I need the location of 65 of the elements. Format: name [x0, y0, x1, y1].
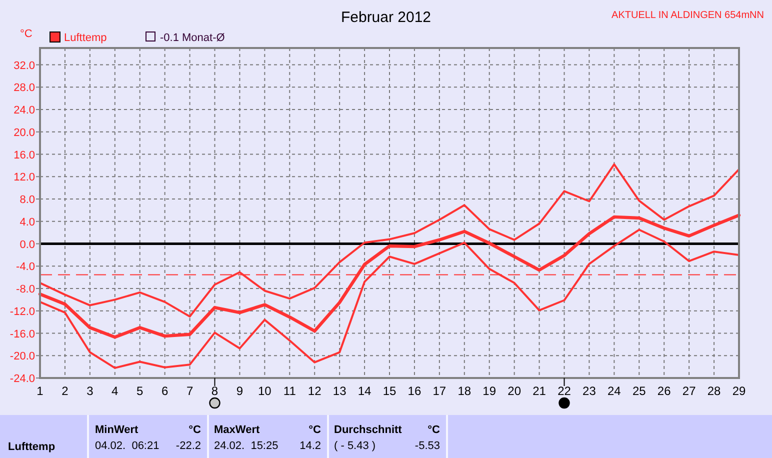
text: °C	[428, 424, 440, 436]
y-tick-label: -16.0	[10, 328, 35, 340]
x-tick-label: 22	[558, 384, 572, 398]
text: MinWert	[95, 424, 139, 436]
chart-subtitle: AKTUELL IN ALDINGEN 654mNN	[612, 10, 764, 21]
x-tick-label: 21	[532, 384, 546, 398]
x-tick-label: 14	[358, 384, 372, 398]
y-tick-label: 0.0	[20, 238, 35, 251]
y-tick-label: 8.0	[20, 194, 35, 206]
x-tick-label: 27	[682, 384, 696, 398]
x-tick-label: 1	[36, 384, 44, 398]
line-series	[38, 214, 741, 339]
x-tick-label: 17	[432, 384, 446, 398]
text: MaxWert	[214, 424, 260, 436]
chart-title: Februar 2012	[340, 9, 432, 26]
y-tick-label: -24.0	[10, 373, 35, 385]
x-tick-label: 18	[458, 384, 472, 398]
y-tick-label: -8.0	[16, 284, 35, 296]
x-tick-label: 23	[582, 384, 596, 398]
text: °C	[188, 424, 202, 436]
x-tick-label: 29	[732, 384, 746, 398]
y-tick-label: 4.0	[20, 216, 35, 228]
x-tick-label: 24	[608, 384, 622, 398]
x-tick-label: 7	[186, 384, 194, 398]
text: 04.02. 06:21	[95, 440, 160, 452]
text: 24.02. 15:25	[214, 440, 278, 452]
text: ( - 5.43 )	[334, 440, 376, 452]
x-tick-label: 28	[707, 384, 722, 398]
text: 14.2	[300, 440, 321, 452]
y-tick-label: 20.0	[14, 126, 35, 139]
y-tick-label: 12.0	[14, 172, 35, 184]
x-tick-label: 19	[482, 384, 496, 398]
y-tick-label: 32.0	[14, 60, 35, 72]
y-tick-label: 16.0	[14, 149, 35, 162]
line-series	[39, 228, 740, 369]
y-tick-label: -4.0	[16, 261, 35, 274]
text: Durchschnitt	[334, 424, 402, 436]
text: -5.53	[414, 440, 440, 452]
y-tick-label: 24.0	[14, 104, 35, 117]
line-series	[39, 163, 740, 318]
y-tick-label: -20.0	[10, 350, 35, 363]
x-tick-label: 4	[112, 384, 119, 398]
text: Lufttemp	[8, 441, 56, 453]
y-tick-label: 28.0	[14, 82, 35, 94]
x-tick-label: 10	[258, 384, 272, 398]
x-tick-label: 15	[382, 384, 396, 398]
x-tick-label: 13	[332, 384, 347, 398]
x-tick-label: 9	[236, 384, 244, 398]
x-tick-label: 26	[657, 384, 672, 398]
x-tick-label: 25	[632, 384, 646, 398]
text: °C	[308, 424, 322, 436]
legend-label: Lufttemp	[64, 32, 107, 44]
x-tick-label: 2	[62, 384, 69, 398]
x-tick-label: 11	[283, 384, 296, 398]
x-tick-label: 16	[408, 384, 422, 398]
text: -22.2	[176, 440, 201, 452]
x-tick-label: 5	[136, 384, 144, 398]
x-tick-label: 3	[86, 384, 94, 398]
y-tick-label: -12.0	[10, 306, 35, 318]
x-tick-label: 20	[508, 384, 522, 398]
x-tick-label: 6	[161, 384, 168, 398]
x-tick-label: 12	[308, 384, 322, 398]
text: -0.1 Monat-Ø	[160, 32, 226, 44]
y-axis-title: °C	[20, 28, 32, 40]
x-tick-label: 8	[211, 384, 218, 398]
